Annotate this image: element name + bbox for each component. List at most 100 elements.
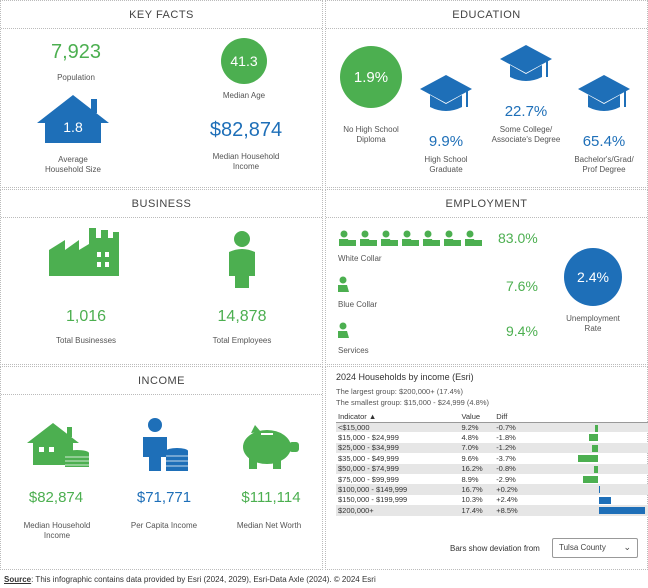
graduation-cap-icon <box>420 75 472 111</box>
median-household-value: $82,874 <box>28 489 84 506</box>
households-panel: 2024 Households by income (Esri) The lar… <box>325 366 648 570</box>
worker-icon <box>465 230 482 246</box>
deviation-bar <box>578 455 599 463</box>
compare-select-value: Tulsa County <box>559 543 606 552</box>
services-value: 9.4% <box>506 323 538 339</box>
no-hs-circle: 1.9% <box>340 46 402 108</box>
net-worth-value: $111,114 <box>241 489 301 506</box>
per-capita-value: $71,771 <box>136 489 192 506</box>
row-bar-cell <box>533 474 648 484</box>
compare-select[interactable]: Tulsa County ⌄ <box>552 538 638 558</box>
worker-icon <box>402 230 419 246</box>
row-value: 9.2% <box>459 422 495 433</box>
house-money-icon <box>27 423 89 467</box>
median-income-label: Median Household Income <box>212 152 280 171</box>
table-row: $50,000 - $74,999 16.2% -0.8% <box>336 463 648 474</box>
largest-group: The largest group: $200,000+ (17.4%) <box>336 387 463 396</box>
median-age-value: 41.3 <box>230 53 258 69</box>
unemployment-circle: 2.4% <box>564 248 622 306</box>
deviation-bar <box>582 475 599 483</box>
row-diff: +8.5% <box>494 505 533 516</box>
deviation-bar <box>588 434 599 442</box>
row-indicator: <$15,000 <box>336 422 460 433</box>
row-bar-cell <box>533 495 648 505</box>
table-row: $35,000 - $49,999 9.6% -3.7% <box>336 453 648 463</box>
unemployment-label: Unemployment Rate <box>566 314 620 333</box>
col-bar <box>532 411 648 423</box>
white-collar-icons <box>338 230 488 248</box>
row-diff: +2.4% <box>496 495 518 505</box>
row-indicator: $15,000 - $24,999 <box>338 433 399 443</box>
row-indicator: $35,000 - $49,999 <box>338 453 399 463</box>
house-icon <box>37 95 109 143</box>
row-indicator: $200,000+ <box>336 505 460 516</box>
key-facts-panel: KEY FACTS 7,923 Population 41.3 Median A… <box>0 0 323 188</box>
median-age-label: Median Age <box>222 91 266 100</box>
bachelor-value: 65.4% <box>582 133 626 150</box>
worker-icon <box>444 230 461 246</box>
hs-label: High School Graduate <box>424 155 468 174</box>
business-panel: BUSINESS 1,016 Total Businesses 14,878 T… <box>0 189 323 365</box>
row-bar-cell <box>532 484 648 495</box>
employment-panel: EMPLOYMENT 83.0% White Collar 7.6% Blue … <box>325 189 648 365</box>
blue-collar-label: Blue Collar <box>338 300 378 309</box>
worker-icon <box>381 230 398 246</box>
income-title: INCOME <box>1 367 322 395</box>
row-value: 17.4% <box>459 505 495 516</box>
col-value[interactable]: Value <box>459 411 495 423</box>
row-diff: -1.8% <box>496 433 516 443</box>
row-diff: -0.7% <box>494 422 533 433</box>
college-label: Some College/Associate's Degree <box>491 125 561 144</box>
source-label: Source <box>4 575 32 584</box>
table-row: <$15,000 9.2% -0.7% <box>336 422 648 433</box>
hs-value: 9.9% <box>428 133 464 150</box>
deviation-bar <box>598 507 645 515</box>
row-diff: -1.2% <box>494 442 533 454</box>
graduation-cap-icon <box>578 75 630 111</box>
employees-value: 14,878 <box>217 308 267 325</box>
blue-collar-value: 7.6% <box>506 278 538 294</box>
row-indicator: $75,000 - $99,999 <box>338 474 399 484</box>
person-icon <box>229 231 255 288</box>
row-value: 10.3% <box>461 495 483 505</box>
businesses-value: 1,016 <box>65 308 107 325</box>
bars-label: Bars show deviation from <box>450 544 540 553</box>
unemployment-value: 2.4% <box>577 269 609 285</box>
source-text: : This infographic contains data provide… <box>31 575 376 584</box>
row-diff: +0.2% <box>494 484 533 495</box>
table-row: $150,000 - $199,999 10.3% +2.4% <box>336 495 648 505</box>
row-value: 7.0% <box>459 442 495 454</box>
deviation-bar <box>598 486 600 494</box>
row-indicator: $150,000 - $199,999 <box>338 495 408 505</box>
row-diff: -2.9% <box>496 474 516 484</box>
deviation-bar <box>594 465 599 473</box>
no-hs-value: 1.9% <box>353 68 389 86</box>
deviation-bar <box>594 424 599 432</box>
services-label: Services <box>338 346 369 355</box>
per-capita-label: Per Capita Income <box>130 521 198 530</box>
row-indicator: $50,000 - $74,999 <box>336 463 460 474</box>
employment-title: EMPLOYMENT <box>326 190 647 218</box>
net-worth-label: Median Net Worth <box>236 521 302 530</box>
median-age-circle: 41.3 <box>221 38 267 84</box>
row-bar-cell <box>532 422 648 433</box>
col-indicator[interactable]: Indicator ▲ <box>336 411 460 423</box>
row-value: 8.9% <box>461 474 479 484</box>
footer: Source: This infographic contains data p… <box>4 575 376 584</box>
college-value: 22.7% <box>504 103 548 120</box>
deviation-bar <box>598 496 612 504</box>
bachelor-label: Bachelor's/Grad/Prof Degree <box>574 155 634 174</box>
white-collar-label: White Collar <box>338 254 382 263</box>
income-panel: INCOME $82,874 Median Household Income $7… <box>0 366 323 570</box>
worker-icon <box>339 230 356 246</box>
table-row: $100,000 - $149,999 16.7% +0.2% <box>336 484 648 495</box>
row-value: 16.7% <box>459 484 495 495</box>
education-title: EDUCATION <box>326 1 647 29</box>
median-income-value: $82,874 <box>209 119 283 141</box>
row-value: 16.2% <box>459 463 495 474</box>
households-title: 2024 Households by income (Esri) <box>336 372 474 382</box>
key-facts-title: KEY FACTS <box>1 1 322 29</box>
income-table: Indicator ▲ Value Diff <$15,000 9.2% -0.7%… <box>336 411 648 516</box>
col-diff[interactable]: Diff <box>494 411 533 423</box>
businesses-label: Total Businesses <box>55 336 117 345</box>
